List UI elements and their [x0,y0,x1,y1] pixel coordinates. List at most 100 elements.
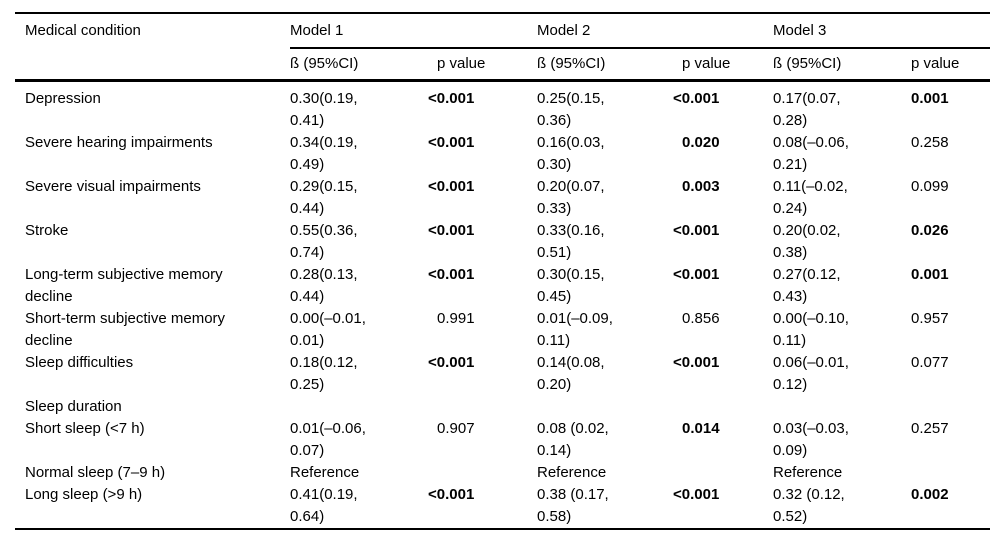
p-value-cell: 0.099 [911,178,949,195]
beta-cell: 0.33(0.16, 0.51) [537,222,605,261]
beta-cell [290,396,437,418]
p-value-cell: <0.001 [673,354,720,371]
table-row-severe-visual-impairments: Severe visual impairments 0.29(0.15, 0.4… [15,176,990,220]
beta-cell: 0.28(0.13, 0.44) [290,266,358,305]
p-value-cell: 0.856 [682,310,720,327]
p-value-cell [682,396,773,418]
beta-cell [773,396,911,418]
header-row-models: Medical condition Model 1 Model 2 Model … [15,13,990,49]
page: { "table": { "corner_header": "Medical c… [0,12,1000,557]
p-value-cell: <0.001 [428,354,475,371]
p-value-cell [437,462,537,484]
model-2-beta-header: ß (95%CI) [537,55,606,72]
condition-cell: Sleep duration [25,398,122,415]
condition-cell: Sleep difficulties [25,354,134,371]
condition-cell: Short sleep (<7 h) [25,420,145,437]
beta-cell: 0.55(0.36, 0.74) [290,222,358,261]
p-value-cell: <0.001 [428,134,475,151]
beta-cell: 0.27(0.12, 0.43) [773,266,841,305]
p-value-cell: <0.001 [673,90,720,107]
p-value-cell: 0.002 [911,486,949,503]
p-value-cell: 0.258 [911,134,949,151]
table-row-long-term-memory-decline: Long-term subjective memory decline 0.28… [15,264,990,308]
p-value-cell: 0.001 [911,90,949,107]
p-value-cell [682,462,773,484]
beta-cell: 0.29(0.15, 0.44) [290,178,358,217]
beta-cell: 0.25(0.15, 0.36) [537,90,605,129]
beta-cell: Reference [290,464,360,481]
p-value-cell: <0.001 [428,266,475,283]
model-1-header: Model 1 [290,13,537,49]
beta-cell: 0.08(–0.06, 0.21) [773,134,849,173]
beta-cell: 0.03(–0.03, 0.09) [773,420,849,459]
p-value-cell: 0.257 [911,420,949,437]
model-1-pvalue-header: p value [437,55,486,72]
beta-cell: 0.06(–0.01, 0.12) [773,354,849,393]
p-value-cell: <0.001 [673,222,720,239]
p-value-cell: 0.026 [911,222,949,239]
p-value-cell: <0.001 [428,222,475,239]
condition-cell: Short-term subjective memory decline [25,310,226,349]
beta-cell: 0.30(0.19, 0.41) [290,90,358,129]
p-value-cell: 0.020 [682,134,720,151]
beta-cell: 0.08 (0.02, 0.14) [537,420,609,459]
p-value-cell: 0.077 [911,354,949,371]
beta-cell: 0.20(0.07, 0.33) [537,178,605,217]
header-row-subheaders: ß (95%CI) p value ß (95%CI) p value ß (9… [15,48,990,81]
p-value-cell: <0.001 [673,486,720,503]
table-row-short-sleep: Short sleep (<7 h) 0.01(–0.06, 0.07) 0.9… [15,418,990,462]
beta-cell: 0.00(–0.01, 0.01) [290,310,366,349]
beta-cell: 0.30(0.15, 0.45) [537,266,605,305]
p-value-cell: 0.991 [437,310,475,327]
beta-cell: 0.32 (0.12, 0.52) [773,486,845,525]
model-3-header: Model 3 [773,13,990,49]
p-value-cell: 0.014 [682,420,720,437]
beta-cell: 0.41(0.19, 0.64) [290,486,358,525]
p-value-cell: 0.001 [911,266,949,283]
beta-cell: 0.20(0.02, 0.38) [773,222,841,261]
p-value-cell: <0.001 [428,178,475,195]
table-row-sleep-duration-section: Sleep duration [15,396,990,418]
condition-cell: Severe visual impairments [25,178,201,195]
beta-cell: Reference [773,464,843,481]
table-row-severe-hearing-impairments: Severe hearing impairments 0.34(0.19, 0.… [15,132,990,176]
beta-cell: 0.34(0.19, 0.49) [290,134,358,173]
condition-cell: Stroke [25,222,69,239]
model-3-beta-header: ß (95%CI) [773,55,842,72]
table-row-short-term-memory-decline: Short-term subjective memory decline 0.0… [15,308,990,352]
table-row-stroke: Stroke 0.55(0.36, 0.74) <0.001 0.33(0.16… [15,220,990,264]
condition-cell: Depression [25,90,101,107]
beta-cell [537,396,682,418]
table-row-depression: Depression 0.30(0.19, 0.41) <0.001 0.25(… [15,81,990,133]
model-3-pvalue-header: p value [911,55,960,72]
p-value-cell [911,462,990,484]
corner-header-medical-condition: Medical condition [25,22,141,39]
regression-results-table: Medical condition Model 1 Model 2 Model … [15,12,990,530]
beta-cell: 0.01(–0.09, 0.11) [537,310,613,349]
table-row-normal-sleep: Normal sleep (7–9 h) Reference Reference… [15,462,990,484]
beta-cell: Reference [537,464,607,481]
p-value-cell [911,396,990,418]
p-value-cell: <0.001 [428,486,475,503]
beta-cell: 0.14(0.08, 0.20) [537,354,605,393]
model-1-beta-header: ß (95%CI) [290,55,359,72]
beta-cell: 0.18(0.12, 0.25) [290,354,358,393]
table-body: Depression 0.30(0.19, 0.41) <0.001 0.25(… [15,81,990,530]
condition-cell: Severe hearing impairments [25,134,213,151]
p-value-cell: 0.907 [437,420,475,437]
p-value-cell: 0.957 [911,310,949,327]
model-2-pvalue-header: p value [682,55,731,72]
beta-cell: 0.01(–0.06, 0.07) [290,420,366,459]
table-header: Medical condition Model 1 Model 2 Model … [15,13,990,81]
beta-cell: 0.16(0.03, 0.30) [537,134,605,173]
p-value-cell [437,396,537,418]
beta-cell: 0.11(–0.02, 0.24) [773,178,848,217]
table-row-long-sleep: Long sleep (>9 h) 0.41(0.19, 0.64) <0.00… [15,484,990,529]
p-value-cell: 0.003 [682,178,720,195]
condition-cell: Normal sleep (7–9 h) [25,464,166,481]
p-value-cell: <0.001 [428,90,475,107]
table-row-sleep-difficulties: Sleep difficulties 0.18(0.12, 0.25) <0.0… [15,352,990,396]
condition-cell: Long sleep (>9 h) [25,486,143,503]
beta-cell: 0.00(–0.10, 0.11) [773,310,849,349]
p-value-cell: <0.001 [673,266,720,283]
